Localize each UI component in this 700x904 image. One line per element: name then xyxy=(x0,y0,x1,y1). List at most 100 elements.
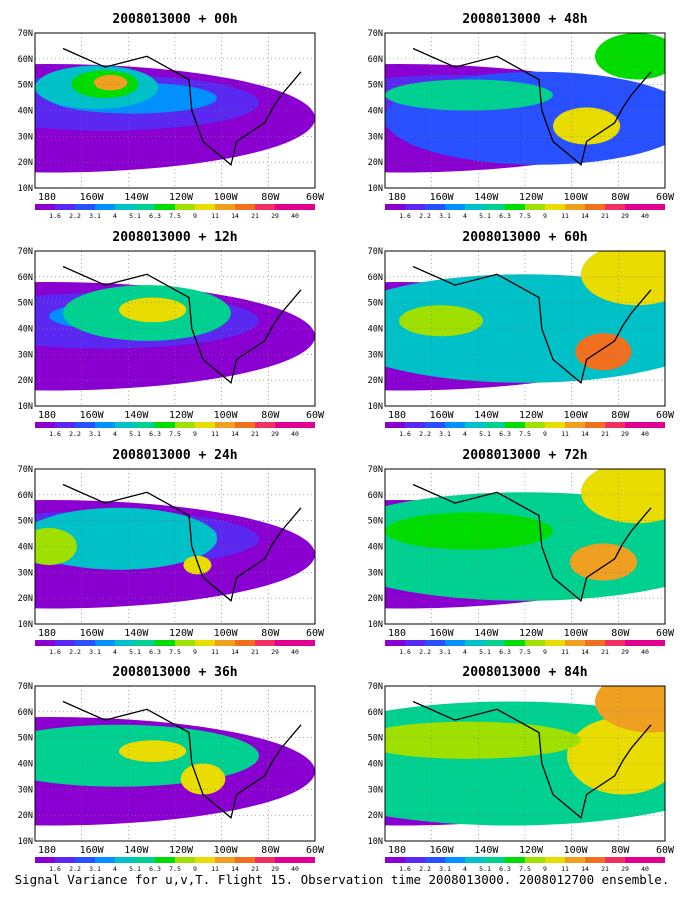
lon-tick-label: 60W xyxy=(656,192,675,203)
colorbar-swatch xyxy=(485,422,505,428)
colorbar-label: 1.6 xyxy=(49,865,61,873)
lat-tick-label: 10N xyxy=(18,184,33,194)
contour-region xyxy=(595,33,665,80)
colorbar-swatch xyxy=(235,640,255,646)
colorbar-label: 2.2 xyxy=(69,212,81,220)
colorbar-swatch xyxy=(645,204,665,210)
colorbar-swatch xyxy=(215,204,235,210)
colorbar-swatch xyxy=(75,857,95,863)
colorbar-label: 29 xyxy=(271,430,279,438)
coastline xyxy=(62,700,302,819)
lat-tick-label: 30N xyxy=(18,350,33,360)
colorbar-label: 14 xyxy=(231,430,239,438)
graticule xyxy=(35,33,315,188)
lon-tick-label: 160W xyxy=(80,845,105,856)
coastline xyxy=(62,47,302,166)
colorbar-label: 40 xyxy=(291,865,299,873)
lon-tick-label: 80W xyxy=(611,845,630,856)
colorbar-swatch xyxy=(465,204,485,210)
colorbar-label: 21 xyxy=(251,865,259,873)
lon-tick-label: 80W xyxy=(611,628,630,639)
lat-tick-label: 70N xyxy=(18,29,33,39)
colorbar-label: 5.1 xyxy=(479,212,491,220)
lat-tick-label: 70N xyxy=(368,682,383,692)
colorbar-label: 1.6 xyxy=(399,212,411,220)
colorbar-label: 3.1 xyxy=(89,865,101,873)
contour-region xyxy=(553,107,621,145)
colorbar-label: 9 xyxy=(543,865,547,873)
lat-tick-label: 40N xyxy=(18,325,33,335)
lon-tick-label: 120W xyxy=(519,845,544,856)
colorbar-label: 14 xyxy=(581,648,589,656)
colorbar-label: 4 xyxy=(113,648,117,656)
lat-tick-label: 30N xyxy=(18,132,33,142)
lon-tick-label: 120W xyxy=(519,410,544,421)
lat-tick-label: 70N xyxy=(368,465,383,475)
colorbar-label: 6.3 xyxy=(499,865,511,873)
lat-tick-label: 40N xyxy=(18,543,33,553)
lon-tick-label: 60W xyxy=(306,845,325,856)
colorbar-swatch xyxy=(445,640,465,646)
colorbar-label: 5.1 xyxy=(479,865,491,873)
lat-tick-label: 70N xyxy=(368,247,383,257)
colorbar-label: 3.1 xyxy=(439,648,451,656)
lat-tick-label: 40N xyxy=(18,107,33,117)
colorbar-swatch xyxy=(55,640,75,646)
colorbar-swatch xyxy=(135,640,155,646)
lon-tick-label: 100W xyxy=(214,410,239,421)
colorbar-label: 29 xyxy=(271,648,279,656)
colorbar-swatch xyxy=(465,422,485,428)
contour-region xyxy=(385,79,553,111)
colorbar-swatch xyxy=(35,857,55,863)
colorbar-swatch xyxy=(275,640,295,646)
colorbar-swatch xyxy=(505,204,525,210)
colorbar-label: 7.5 xyxy=(169,212,181,220)
lon-tick-label: 160W xyxy=(80,410,105,421)
lat-tick-label: 50N xyxy=(368,81,383,91)
lon-tick-label: 180 xyxy=(38,192,56,203)
colorbar-swatch xyxy=(565,204,585,210)
colorbar-swatch xyxy=(35,640,55,646)
lon-tick-label: 160W xyxy=(430,628,455,639)
colorbar-swatch xyxy=(195,640,215,646)
panel-title: 2008013000 + 84h xyxy=(462,665,587,680)
colorbar-label: 40 xyxy=(291,648,299,656)
graticule xyxy=(385,686,665,841)
lon-tick-label: 80W xyxy=(261,628,280,639)
colorbar-label: 3.1 xyxy=(89,648,101,656)
colorbar-label: 2.2 xyxy=(419,648,431,656)
lon-tick-label: 120W xyxy=(169,410,194,421)
colorbar-label: 5.1 xyxy=(129,865,141,873)
colorbar-label: 21 xyxy=(601,430,609,438)
graticule xyxy=(35,469,315,624)
colorbar-swatch xyxy=(605,640,625,646)
lat-tick-label: 30N xyxy=(368,132,383,142)
colorbar-legend: 1.6 2.2 3.1 4 5.1 6.3 7.5 9 11 14 21 29 40 xyxy=(385,204,665,220)
lon-tick-label: 100W xyxy=(564,192,589,203)
colorbar-swatch xyxy=(115,204,135,210)
colorbar-swatch xyxy=(175,422,195,428)
colorbar-swatch xyxy=(625,422,645,428)
colorbar-label: 3.1 xyxy=(439,865,451,873)
colorbar-swatch xyxy=(385,640,405,646)
colorbar-swatch xyxy=(425,857,445,863)
lon-tick-label: 100W xyxy=(564,628,589,639)
colorbar-swatch xyxy=(75,640,95,646)
lon-tick-label: 180 xyxy=(38,845,56,856)
colorbar-label: 6.3 xyxy=(149,430,161,438)
colorbar-label: 3.1 xyxy=(439,430,451,438)
colorbar-swatch xyxy=(255,857,275,863)
colorbar-label: 11 xyxy=(211,212,219,220)
colorbar-swatch xyxy=(565,640,585,646)
map-panel: 2008013000 + 00h 70N 60N 50N 40N 30N 20N 10N 180… xyxy=(18,12,325,220)
contour-region xyxy=(35,507,217,570)
contour-region xyxy=(399,305,483,337)
colorbar-swatch xyxy=(425,204,445,210)
colorbar-label: 7.5 xyxy=(519,430,531,438)
lon-tick-label: 120W xyxy=(519,628,544,639)
variance-field xyxy=(35,717,315,826)
contour-region xyxy=(119,740,187,762)
contour-region xyxy=(385,721,581,759)
colorbar-swatch xyxy=(275,857,295,863)
colorbar-swatch xyxy=(255,422,275,428)
